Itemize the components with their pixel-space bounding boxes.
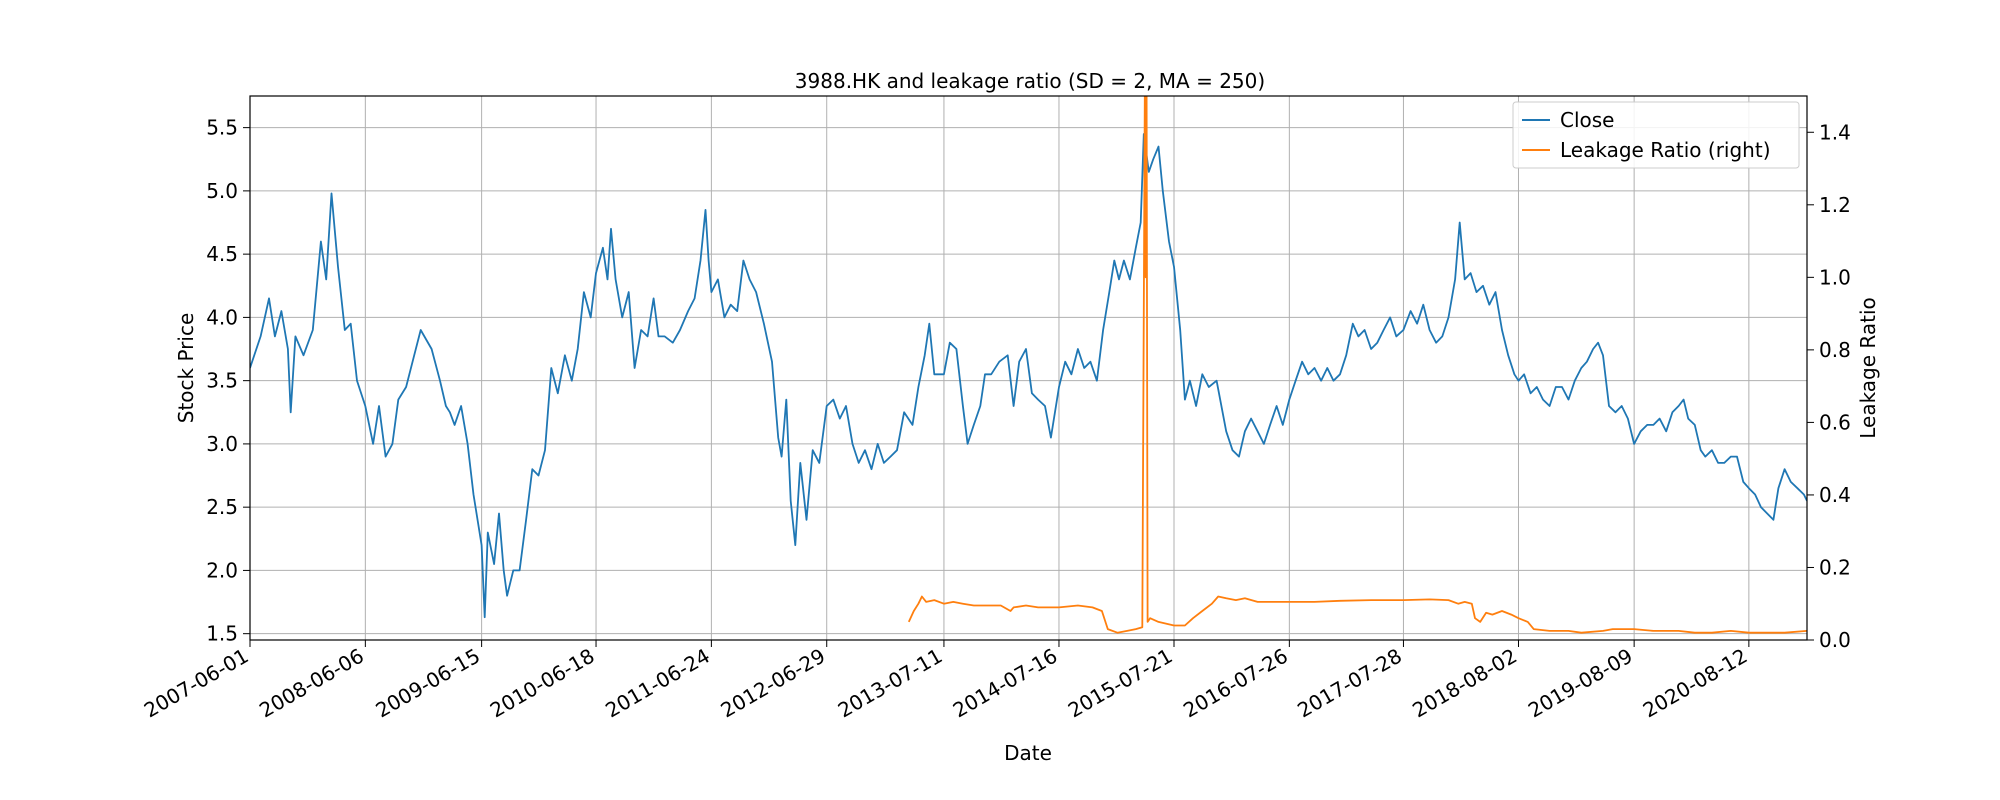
y-tick-label: 5.0 — [206, 179, 238, 203]
y-right-tick-label: 1.0 — [1819, 265, 1851, 289]
y-right-tick-label: 0.8 — [1819, 338, 1851, 362]
y-right-tick-label: 0.4 — [1819, 483, 1851, 507]
x-axis-label: Date — [1004, 741, 1052, 765]
legend-close-label: Close — [1560, 108, 1614, 132]
y-right-tick-label: 0.2 — [1819, 555, 1851, 579]
series-line-leakage-ratio — [907, 96, 1807, 634]
y-tick-label: 1.5 — [206, 622, 238, 646]
y-right-tick-label: 0.6 — [1819, 410, 1851, 434]
y-tick-label: 2.0 — [206, 558, 238, 582]
y-tick-label: 2.5 — [206, 495, 238, 519]
y-tick-label: 3.5 — [206, 369, 238, 393]
legend-leakage-label: Leakage Ratio (right) — [1560, 138, 1771, 162]
series-line-close — [250, 133, 1807, 619]
y-right-tick-label: 0.0 — [1819, 628, 1851, 652]
y-tick-label: 4.0 — [206, 305, 238, 329]
legend: Close Leakage Ratio (right) — [1512, 101, 1800, 169]
plot-layer — [250, 96, 1807, 634]
chart-title: 3988.HK and leakage ratio (SD = 2, MA = … — [795, 69, 1265, 93]
legend-box — [1512, 101, 1800, 169]
y-right-axis-label: Leakage Ratio — [1856, 297, 1880, 439]
grid-layer — [249, 96, 1807, 640]
plot-frame — [249, 95, 1808, 641]
y-axis-label: Stock Price — [174, 313, 198, 424]
y-tick-label: 4.5 — [206, 242, 238, 266]
y-right-tick-label: 1.2 — [1819, 193, 1851, 217]
y-tick-label: 3.0 — [206, 432, 238, 456]
y-right-tick-label: 1.4 — [1819, 120, 1851, 144]
y-tick-label: 5.5 — [206, 116, 238, 140]
